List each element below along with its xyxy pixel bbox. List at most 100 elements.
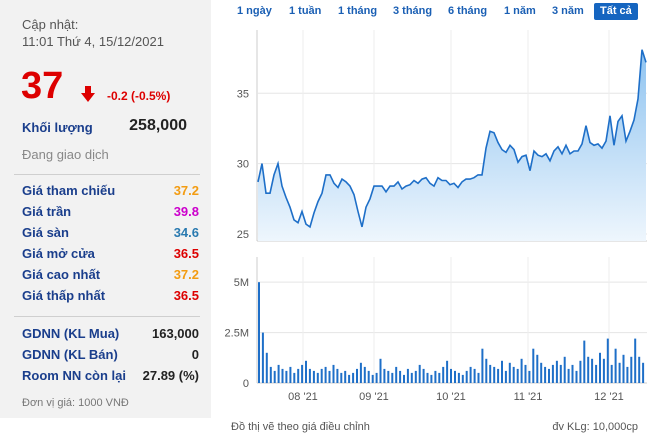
foreign-row-buy: GDNN (KL Mua) 163,000 [22,326,199,346]
down-arrow-icon [81,86,95,102]
volume-bar [461,374,464,383]
x-tick-label: 08 '21 [288,391,318,403]
volume-bar [485,358,488,383]
price-volume-chart: 25 30 35 0 2.5M 5M 08 '21 09 '21 10 '21 11 '21 1… [225,30,647,403]
volume-bar [434,370,437,383]
volume-bar [258,282,260,383]
volume-bar [501,360,503,383]
price-row-high: Giá cao nhất 37.2 [22,267,199,287]
volume-bar [293,372,296,383]
volume-bar [308,368,311,383]
volume-bar [579,360,582,383]
volume-bar [520,358,523,383]
volume-bar [469,366,472,383]
volume-bar [446,360,449,383]
price-line [257,49,647,229]
tab-1-year[interactable]: 1 năm [504,5,536,17]
volume-bar [383,368,386,383]
volume-bar [587,356,590,383]
price-row-ceiling: Giá trần 39.8 [22,204,199,224]
volume-bar [497,368,500,383]
price-row-value: 39.8 [173,204,199,219]
price-row-open: Giá mở cửa 36.5 [22,246,199,266]
stock-info-panel: Cập nhật: 11:01 Thứ 4, 15/12/2021 37 -0.… [0,0,211,418]
volume-bar [265,352,268,384]
foreign-row-label: GDNN (KL Mua) [22,326,120,341]
volume-bar [555,360,558,383]
x-tick-label: 10 '21 [436,391,466,403]
volume-bar [375,372,378,383]
tab-all[interactable]: Tất cả [594,3,638,20]
volume-bar [332,364,335,383]
volume-bar [610,364,613,383]
volume-bar [301,364,304,383]
volume-bar [516,368,519,383]
price-row-label: Giá trần [22,204,72,219]
volume-bar [504,370,507,383]
volume-bar [457,372,460,383]
volume-bar [406,368,409,383]
tab-6-months[interactable]: 6 tháng [448,5,488,17]
volume-bar [297,368,300,383]
price-row-value: 36.5 [173,288,199,303]
volume-bar [473,368,476,383]
unit-note: Đơn vị giá: 1000 VNĐ [22,397,129,409]
volume-bar [418,364,421,383]
volume-bar [602,358,605,383]
volume-bar [512,366,515,383]
volume-bar [571,364,574,383]
price-area-fill [258,49,646,242]
volume-bar [540,362,543,383]
volume-bar [532,348,535,383]
volume-bar [536,354,539,383]
volume-bar [336,368,339,383]
volume-bar [348,374,351,383]
tab-1-month[interactable]: 1 tháng [338,5,378,17]
volume-bar [316,372,319,383]
volume-bar [328,370,331,383]
volume-bar [622,354,625,383]
volume-bar [371,374,374,383]
volume-bar [465,370,468,383]
price-row-label: Giá cao nhất [22,267,101,282]
trading-status: Đang giao dịch [22,147,109,162]
volume-bar [524,364,527,383]
price-row-reference: Giá tham chiếu 37.2 [22,183,199,203]
volume-bar [567,368,570,383]
volume-bar [559,364,562,383]
price-tick-label: 30 [237,159,249,171]
volume-bar [606,338,609,383]
volume-bar [630,356,633,383]
updated-time: 11:01 Thứ 4, 15/12/2021 [22,34,164,49]
volume-bar [391,372,394,383]
tab-1-week[interactable]: 1 tuần [289,5,322,17]
volume-bar [340,372,343,383]
volume-bar [324,366,327,383]
volume-bar [399,370,402,383]
volume-value: 258,000 [129,117,187,134]
volume-bar [438,372,441,383]
divider [14,316,200,317]
volume-bar [356,368,358,383]
volume-bar [634,338,637,383]
volume-bar [508,362,511,383]
volume-bar [352,372,355,383]
tab-1-day[interactable]: 1 ngày [237,5,272,17]
tab-3-months[interactable]: 3 tháng [393,5,433,17]
current-price: 37 [21,65,64,107]
volume-bar [442,366,445,383]
volume-bar [430,374,433,383]
foreign-row-label: Room NN còn lại [22,368,127,383]
volume-bar [395,366,398,383]
updated-label: Cập nhật: [22,17,79,32]
price-change: -0.2 (-0.5%) [107,89,171,103]
tab-3-years[interactable]: 3 năm [552,5,584,17]
volume-bar [289,366,292,383]
price-row-label: Giá tham chiếu [22,183,116,198]
volume-tick-label: 2.5M [225,328,249,340]
foreign-row-value: 0 [191,347,199,362]
volume-bar [269,366,272,383]
volume-label: Khối lượng [22,120,93,135]
volume-bar [642,362,645,383]
volume-bar [544,366,547,383]
